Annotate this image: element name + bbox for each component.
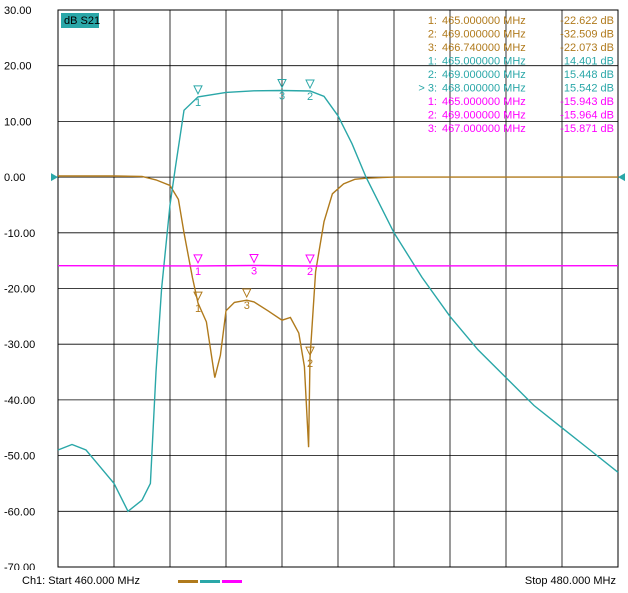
- readout-marker-id: 2:: [428, 110, 437, 122]
- readout-frequency: 468.000000 MHz: [442, 83, 526, 95]
- readout-frequency: 465.000000 MHz: [442, 56, 526, 68]
- marker-triangle: [305, 346, 315, 357]
- chart-title: dB S21: [64, 15, 100, 27]
- marker-id: 2: [307, 266, 313, 278]
- legend-trace3-swatch: [222, 580, 242, 583]
- readout-marker-id: 2:: [428, 29, 437, 41]
- reference-level-arrow-right: [618, 173, 625, 182]
- trace-1-line: [58, 175, 618, 448]
- marker-triangle: [193, 254, 203, 265]
- readout-marker-id: 1:: [428, 96, 437, 108]
- legend-trace2-swatch: [200, 580, 220, 583]
- readout-marker-id: > 3:: [418, 83, 437, 95]
- readout-value: -15.964 dB: [560, 110, 614, 122]
- readout-marker-id: 3:: [428, 123, 437, 135]
- readout-marker-id: 1:: [428, 15, 437, 27]
- marker-triangle: [241, 288, 252, 299]
- readout-frequency: 465.000000 MHz: [442, 15, 526, 27]
- y-tick-label: -40.00: [4, 395, 35, 407]
- y-tick-label: -20.00: [4, 284, 35, 296]
- y-tick-label: -60.00: [4, 506, 35, 518]
- marker-triangle: [277, 79, 287, 89]
- marker-id: 3: [251, 266, 257, 278]
- readout-frequency: 469.000000 MHz: [442, 29, 526, 41]
- readout-value: -15.943 dB: [560, 96, 614, 108]
- y-tick-label: 30.00: [4, 5, 32, 17]
- marker-id: 2: [307, 358, 313, 370]
- trace-2-line: [57, 89, 619, 513]
- trace-format-badge: [61, 13, 99, 28]
- marker-id: 1: [195, 303, 201, 315]
- marker-triangle: [193, 291, 203, 302]
- y-tick-label: -70.00: [4, 562, 35, 570]
- readout-marker-id: 2:: [428, 69, 437, 81]
- marker-id: 1: [195, 266, 201, 278]
- marker-triangle: [305, 79, 315, 90]
- marker-id: 2: [307, 91, 313, 103]
- legend-trace1-swatch: [178, 580, 198, 583]
- readout-value: -15.871 dB: [560, 123, 614, 135]
- readout-value: -22.073 dB: [560, 42, 614, 54]
- marker-id: 3: [244, 300, 250, 312]
- s21-plot: 30.00 20.00 10.00 0.00 -10.00 -20.00 -30.00 -40…: [4, 5, 625, 570]
- marker-triangle: [193, 85, 203, 96]
- channel-footer: Ch1: Start 460.000 MHz Stop 480.000 MHz: [0, 569, 628, 593]
- readout-frequency: 466.740000 MHz: [442, 42, 526, 54]
- marker-id: 1: [195, 97, 201, 109]
- y-tick-label: 20.00: [4, 61, 32, 73]
- readout-frequency: 465.000000 MHz: [442, 96, 526, 108]
- readout-value: 15.542 dB: [564, 83, 614, 95]
- readout-marker-id: 1:: [428, 56, 437, 68]
- y-tick-label: 10.00: [4, 116, 32, 128]
- readout-frequency: 469.000000 MHz: [442, 110, 526, 122]
- readout-value: 14.401 dB: [564, 56, 614, 68]
- marker-id: 3: [279, 91, 285, 103]
- readout-value: -32.509 dB: [560, 29, 614, 41]
- stop-frequency: Stop 480.000 MHz: [524, 575, 616, 587]
- y-tick-label: 0.00: [4, 172, 25, 184]
- y-tick-label: -50.00: [4, 451, 35, 463]
- readout-frequency: 467.000000 MHz: [442, 123, 526, 135]
- marker-triangle: [249, 254, 259, 264]
- readout-value: -22.622 dB: [560, 15, 614, 27]
- start-frequency: Ch1: Start 460.000 MHz: [22, 575, 141, 587]
- marker-triangle: [305, 254, 315, 265]
- readout-value: 15.448 dB: [564, 69, 614, 81]
- readout-marker-id: 3:: [428, 42, 437, 54]
- trace-3-line: [57, 264, 619, 267]
- y-tick-label: -30.00: [4, 339, 35, 351]
- reference-level-arrow-left: [51, 173, 58, 182]
- readout-frequency: 469.000000 MHz: [442, 69, 526, 81]
- y-tick-label: -10.00: [4, 228, 35, 240]
